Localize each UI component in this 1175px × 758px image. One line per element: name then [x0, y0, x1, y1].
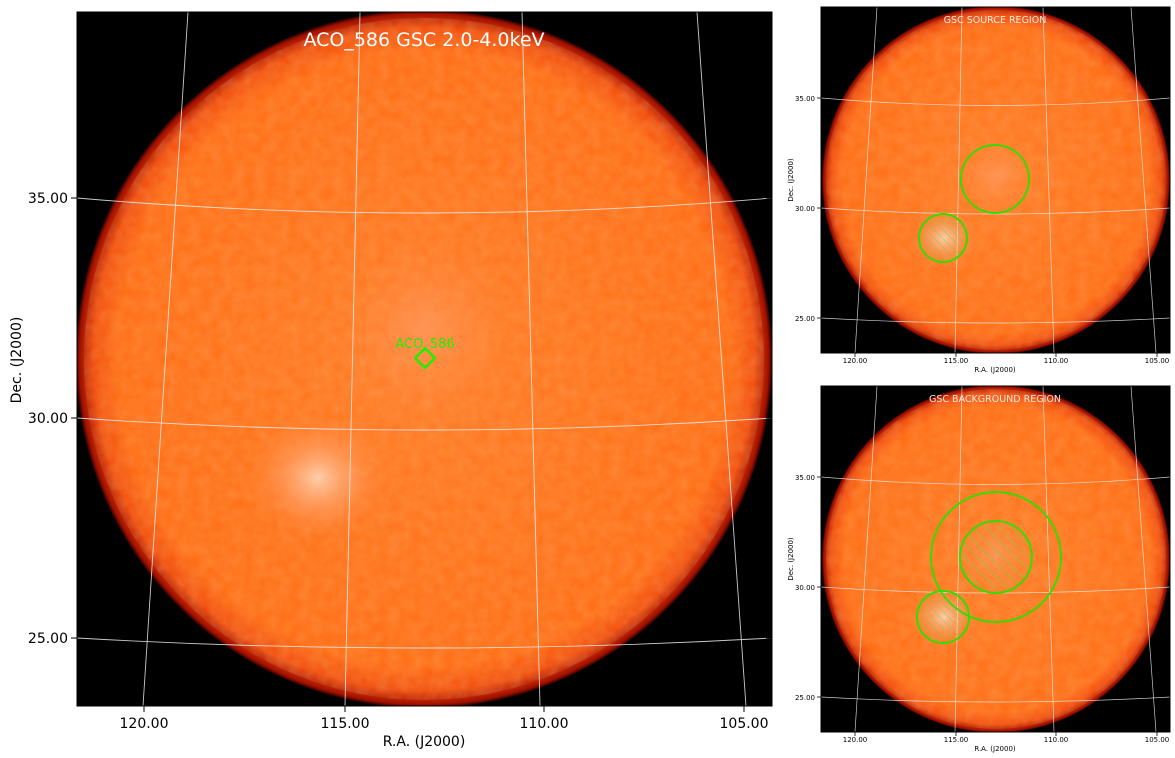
source-y-axis-label: Dec. (J2000): [787, 158, 795, 202]
source-region-panel: GSC SOURCE REGION 120.00 115.00 110.00 1…: [787, 6, 1171, 374]
main-x-tick-label: 115.00: [321, 716, 370, 732]
main-cluster-emission: [335, 235, 515, 425]
source-x-tick-label: 120.00: [843, 357, 868, 365]
background-x-tick-label: 115.00: [944, 736, 969, 744]
excluded-region-circle[interactable]: [918, 213, 968, 263]
main-y-axis-label: Dec. (J2000): [9, 317, 25, 404]
background-coordinate-grid: [821, 386, 1170, 732]
background-x-tick-label: 120.00: [843, 736, 868, 744]
source-panel-title: GSC SOURCE REGION: [944, 15, 1047, 26]
source-frame: [820, 6, 1171, 354]
background-x-axis-label: R.A. (J2000): [974, 745, 1016, 753]
source-y-tick-label: 30.00: [795, 205, 815, 213]
background-tick-marks: [817, 476, 1158, 736]
main-x-tick-label: 105.00: [720, 716, 769, 732]
main-bright-emission: [248, 416, 388, 540]
source-x-tick-label: 110.00: [1044, 357, 1069, 365]
main-x-tick-label: 120.00: [120, 716, 169, 732]
main-y-tick-label: 25.00: [28, 631, 68, 647]
main-frame: [76, 11, 773, 707]
main-y-tick-marks: [71, 197, 772, 639]
background-panel-title: GSC BACKGROUND REGION: [929, 394, 1061, 405]
background-annulus-inner-circle[interactable]: [959, 520, 1033, 594]
background-frame: [820, 385, 1171, 733]
main-x-tick-marks: [143, 12, 745, 712]
source-x-axis-label: R.A. (J2000): [974, 366, 1016, 374]
background-y-tick-label: 35.00: [795, 474, 815, 482]
main-coordinate-grid: [77, 12, 772, 706]
main-x-axis-label: R.A. (J2000): [383, 734, 466, 750]
source-region-circle[interactable]: [960, 144, 1030, 214]
source-y-tick-label: 35.00: [795, 95, 815, 103]
background-y-tick-label: 25.00: [795, 694, 815, 702]
background-x-tick-label: 105.00: [1145, 736, 1170, 744]
aco586-diamond-marker[interactable]: [413, 346, 437, 370]
background-x-tick-label: 110.00: [1044, 736, 1069, 744]
background-region-panel: GSC BACKGROUND REGION 120.00 115.00 110.…: [787, 385, 1171, 753]
main-y-tick-label: 35.00: [28, 191, 68, 207]
main-panel: ACO_586 ACO_586 GSC 2.0-4.0keV 120.00 11…: [9, 11, 773, 750]
source-x-tick-label: 115.00: [944, 357, 969, 365]
source-y-tick-label: 25.00: [795, 315, 815, 323]
background-y-tick-label: 30.00: [795, 584, 815, 592]
main-y-tick-label: 30.00: [28, 411, 68, 427]
background-y-axis-label: Dec. (J2000): [787, 537, 795, 581]
source-x-tick-label: 105.00: [1145, 357, 1170, 365]
excluded-region-circle[interactable]: [916, 590, 970, 644]
main-x-tick-label: 110.00: [520, 716, 569, 732]
source-tick-marks: [817, 97, 1158, 357]
aco586-marker-label: ACO_586: [395, 337, 454, 352]
background-annulus-outer-circle[interactable]: [930, 491, 1062, 623]
main-panel-title: ACO_586 GSC 2.0-4.0keV: [303, 29, 544, 51]
source-cluster-emission: [956, 137, 1036, 213]
